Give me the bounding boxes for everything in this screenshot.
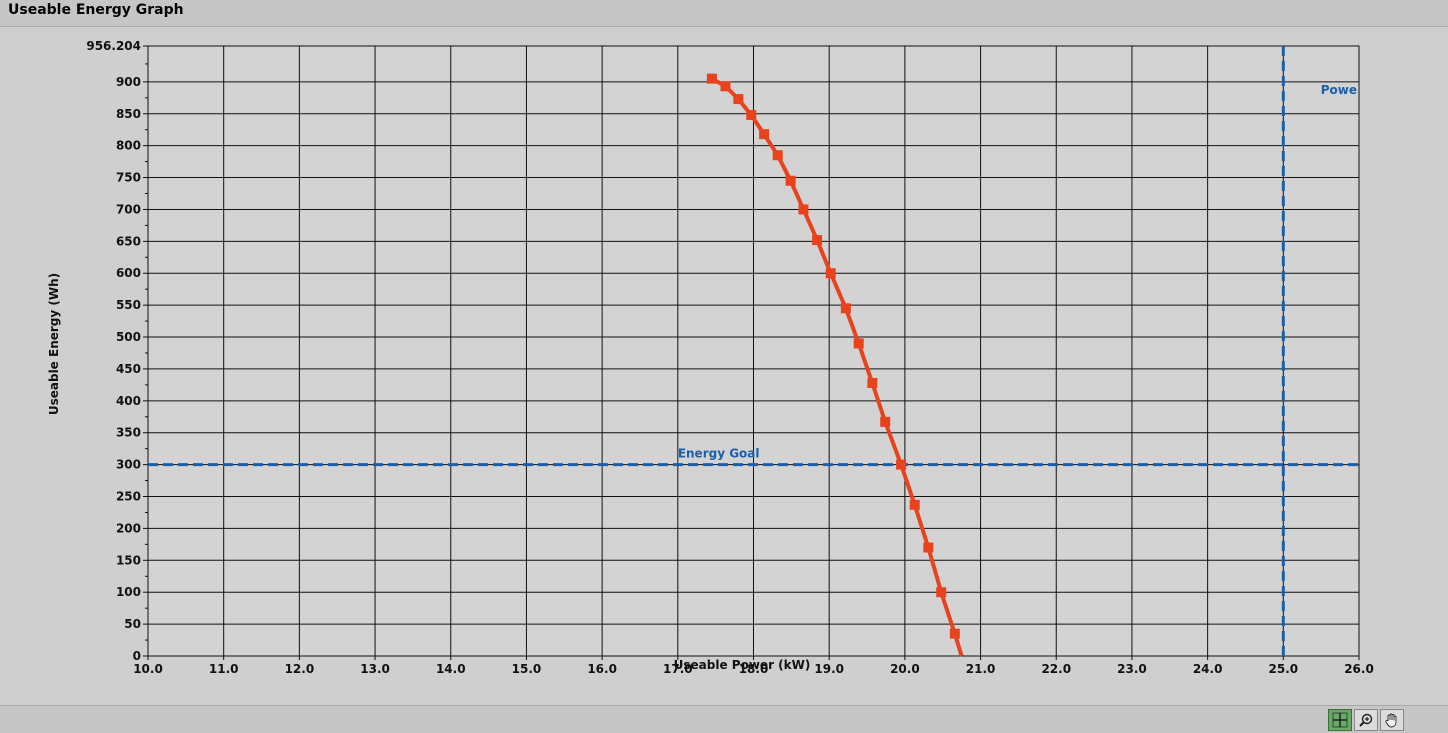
y-tick-label: 850 — [116, 107, 141, 121]
data-point-marker — [759, 129, 770, 140]
x-tick-label: 18.0 — [739, 662, 769, 676]
data-point-marker — [936, 587, 947, 598]
zoom-tool[interactable] — [1354, 709, 1378, 731]
data-point-marker — [909, 499, 920, 510]
x-tick-label: 26.0 — [1344, 662, 1374, 676]
y-tick-label: 650 — [116, 234, 141, 248]
x-axis-ticks: 10.0 11.0 12.0 13.0 14.0 15.0 16.0 17.0 18.0 19.0… — [133, 656, 1374, 676]
y-tick-label: 100 — [116, 585, 141, 599]
power-cursor-label: Powe — [1321, 83, 1357, 97]
x-tick-label: 19.0 — [814, 662, 844, 676]
y-tick-label: 200 — [116, 521, 141, 535]
x-tick-label: 16.0 — [587, 662, 617, 676]
x-axis-title: Useable Power (kW) — [674, 658, 811, 672]
cursor-move-tool[interactable] — [1328, 709, 1352, 731]
grid — [147, 45, 1360, 657]
y-axis-title: Useable Energy (Wh) — [47, 273, 61, 415]
y-tick-label: 300 — [116, 458, 141, 472]
energy-chart[interactable]: Energy Goal Powe 10.0 11.0 12.0 13.0 14.0 15.0… — [0, 27, 1448, 705]
data-point-marker — [867, 377, 878, 388]
data-point-marker — [896, 459, 907, 470]
x-tick-label: 20.0 — [890, 662, 920, 676]
x-tick-label: 14.0 — [436, 662, 466, 676]
y-tick-label: 550 — [116, 298, 141, 312]
x-tick-label: 24.0 — [1193, 662, 1223, 676]
y-axis-ticks: 0 50 100 150 200 250 300 350 400 450 500 550 600 650 7… — [86, 39, 148, 663]
x-tick-label: 21.0 — [966, 662, 996, 676]
data-point-marker — [812, 235, 823, 246]
x-tick-label: 11.0 — [209, 662, 239, 676]
y-tick-label: 750 — [116, 171, 141, 185]
energy-goal-cursor-label: Energy Goal — [678, 447, 760, 461]
data-point-marker — [949, 628, 960, 639]
x-tick-label: 25.0 — [1269, 662, 1299, 676]
hand-icon — [1385, 713, 1397, 728]
y-tick-label: 800 — [116, 139, 141, 153]
y-tick-label: 0 — [133, 649, 141, 663]
y-tick-label: 700 — [116, 202, 141, 216]
data-point-marker — [853, 338, 864, 349]
x-tick-label: 17.0 — [663, 662, 693, 676]
y-tick-label: 450 — [116, 362, 141, 376]
data-point-marker — [923, 542, 934, 553]
x-tick-label: 10.0 — [133, 662, 163, 676]
y-tick-label: 500 — [116, 330, 141, 344]
panel-title: Useable Energy Graph — [8, 2, 184, 18]
y-tick-label: 600 — [116, 266, 141, 280]
data-point-marker — [706, 73, 717, 84]
data-point-marker — [720, 81, 731, 92]
y-tick-label: 250 — [116, 490, 141, 504]
graph-palette — [1328, 709, 1404, 731]
graph-frame: Energy Goal Powe 10.0 11.0 12.0 13.0 14.0 15.0… — [0, 26, 1448, 706]
x-tick-label: 13.0 — [360, 662, 390, 676]
data-point-marker — [733, 94, 744, 105]
data-point-marker — [840, 303, 851, 314]
y-tick-label: 350 — [116, 426, 141, 440]
y-tick-label: 50 — [124, 617, 141, 631]
y-tick-label: 400 — [116, 394, 141, 408]
cursors-layer: Energy Goal Powe — [148, 46, 1359, 656]
data-point-marker — [798, 204, 809, 215]
crosshair-icon — [1332, 712, 1348, 728]
x-tick-label: 22.0 — [1041, 662, 1071, 676]
y-tick-label: 150 — [116, 553, 141, 567]
x-tick-label: 12.0 — [285, 662, 315, 676]
data-point-marker — [785, 175, 796, 186]
series-layer — [706, 73, 964, 657]
x-tick-label: 23.0 — [1117, 662, 1147, 676]
y-tick-label: 956.204 — [86, 39, 141, 53]
data-point-marker — [746, 110, 757, 121]
data-point-marker — [772, 150, 783, 161]
zoom-icon — [1359, 713, 1373, 727]
y-tick-label: 900 — [116, 75, 141, 89]
x-tick-label: 15.0 — [512, 662, 542, 676]
data-point-marker — [825, 268, 836, 279]
pan-tool[interactable] — [1380, 709, 1404, 731]
data-point-marker — [880, 416, 891, 427]
